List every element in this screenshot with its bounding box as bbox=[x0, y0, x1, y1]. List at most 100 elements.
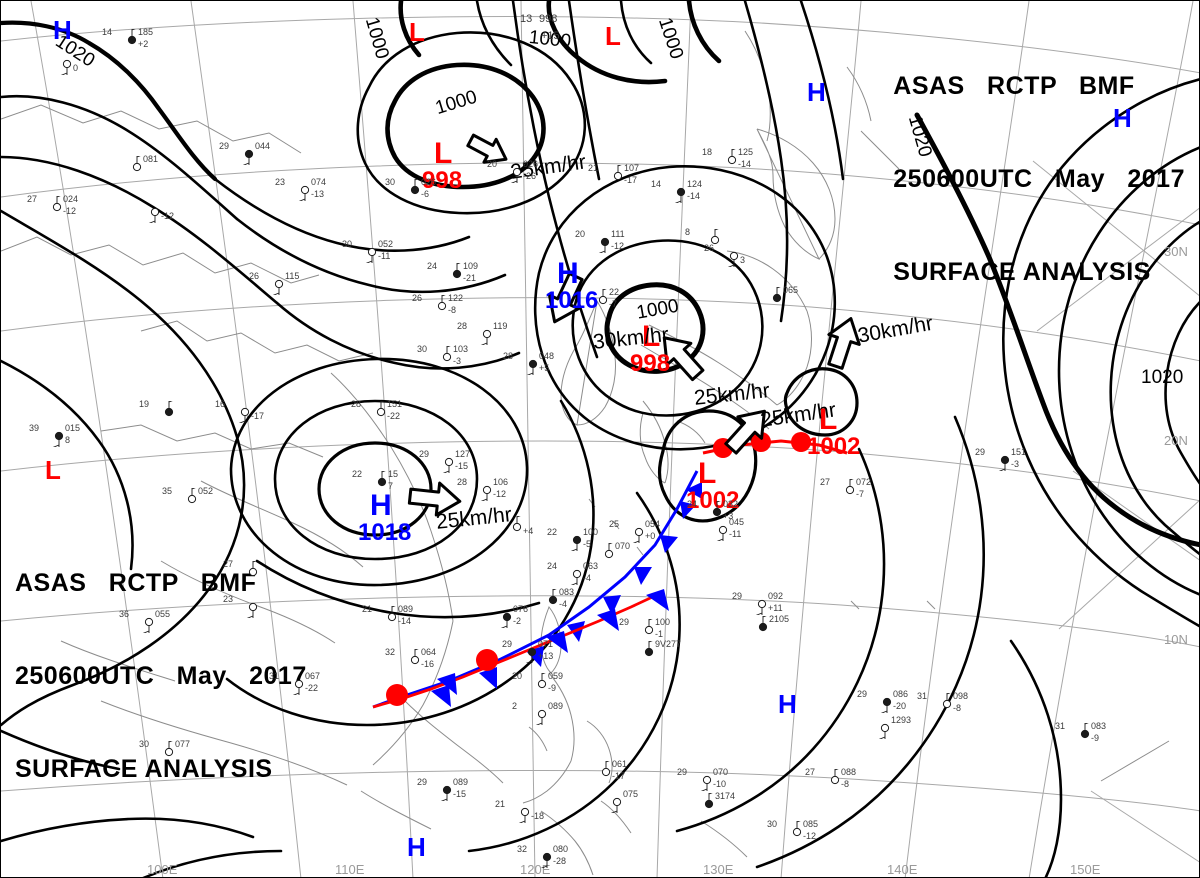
station-pressure: 061 bbox=[612, 759, 628, 769]
station-plot-icon bbox=[272, 279, 284, 295]
station-dewpoint: -8 bbox=[841, 779, 850, 789]
station-plot-icon bbox=[570, 569, 582, 585]
pressure-center-value: 1018 bbox=[358, 519, 412, 546]
station-dewpoint: -1 bbox=[655, 629, 664, 639]
station-plot-icon bbox=[442, 346, 452, 362]
station-plot-icon bbox=[540, 852, 552, 868]
station-temperature: 27 bbox=[27, 194, 38, 204]
station-dewpoint: -14 bbox=[738, 159, 752, 169]
station-plot-icon bbox=[518, 807, 530, 823]
station-temperature: 23 bbox=[223, 594, 234, 604]
station-temperature: 36 bbox=[119, 609, 130, 619]
station-temperature: 22 bbox=[547, 527, 558, 537]
station-pressure: 052 bbox=[378, 239, 394, 249]
pressure-center-h-symbol: H bbox=[807, 77, 826, 107]
station-plot-icon bbox=[164, 401, 174, 417]
station-pressure: 9V277 bbox=[655, 639, 682, 649]
station-plot-icon bbox=[238, 407, 250, 423]
pressure-center-value: 1002 bbox=[807, 433, 861, 460]
graticule-label: 150E bbox=[1070, 862, 1101, 877]
arrow-l1002-low bbox=[724, 409, 766, 455]
station-plot-icon bbox=[298, 185, 310, 201]
station-dewpoint: -15 bbox=[453, 789, 467, 799]
station-dewpoint: -14 bbox=[687, 191, 701, 201]
station-plot-icon bbox=[772, 287, 782, 303]
station-dewpoint: -11 bbox=[378, 251, 391, 261]
station-pressure: 074 bbox=[311, 177, 327, 187]
station-plot-icon bbox=[52, 196, 62, 212]
pressure-center-l-symbol: L bbox=[434, 137, 453, 170]
station-plot-icon bbox=[644, 641, 654, 657]
station-temperature: 28 bbox=[351, 399, 362, 409]
arrow-h1018 bbox=[407, 481, 462, 517]
station-plot-icon bbox=[700, 775, 712, 791]
station-plot-icon bbox=[548, 589, 558, 605]
station-temperature: 31 bbox=[1055, 721, 1066, 731]
station-plot-icon bbox=[845, 479, 855, 495]
station-pressure: 151 bbox=[387, 399, 403, 409]
station-plot-icon bbox=[1080, 723, 1090, 739]
station-pressure: 045 bbox=[729, 517, 745, 527]
graticule-label: 100E bbox=[147, 862, 178, 877]
station-plot-icon bbox=[727, 149, 737, 165]
station-temperature: 30 bbox=[342, 239, 353, 249]
station-pressure: 080 bbox=[553, 844, 569, 854]
station-pressure: 032 bbox=[723, 499, 739, 509]
station-pressure: 044 bbox=[255, 141, 271, 151]
station-dewpoint: -8 bbox=[448, 305, 457, 315]
station-pressure: 098 bbox=[953, 691, 969, 701]
station-dewpoint: -9 bbox=[548, 683, 557, 693]
footer-title-block: ASAS RCTP BMF 250600UTC May 2017 SURFACE… bbox=[15, 506, 307, 847]
station-dewpoint: -4 bbox=[559, 599, 568, 609]
station-plot-icon bbox=[164, 741, 174, 757]
station-dewpoint: -21 bbox=[463, 273, 477, 283]
station-dewpoint: -7 bbox=[856, 489, 865, 499]
station-pressure: 086 bbox=[893, 689, 909, 699]
graticule-label: 20N bbox=[1164, 433, 1188, 448]
station-plot-icon bbox=[601, 761, 611, 777]
station-pressure: 048 bbox=[539, 351, 555, 361]
header-line-3: SURFACE ANALYSIS bbox=[893, 258, 1151, 286]
cold-front bbox=[372, 470, 703, 709]
station-dewpoint: -5 bbox=[583, 539, 592, 549]
station-pressure: 081 bbox=[143, 154, 159, 164]
station-plot-icon bbox=[598, 237, 610, 253]
station-dewpoint: -11 bbox=[729, 529, 742, 539]
station-dewpoint: -12 bbox=[161, 211, 175, 221]
station-dewpoint: -22 bbox=[387, 411, 401, 421]
station-dewpoint: +0 bbox=[645, 531, 656, 541]
station-temperature: 14 bbox=[102, 27, 113, 37]
station-temperature: 22 bbox=[352, 469, 363, 479]
station-dewpoint: -12 bbox=[803, 831, 817, 841]
station-temperature: 27 bbox=[820, 477, 831, 487]
station-pressure: 070 bbox=[615, 541, 631, 551]
station-plot-icon bbox=[712, 501, 722, 517]
station-plot-icon bbox=[674, 187, 686, 203]
station-temperature: 28 bbox=[503, 351, 514, 361]
station-pressure: 059 bbox=[548, 671, 564, 681]
station-dewpoint: -14 bbox=[398, 616, 412, 626]
station-pressure: 065 bbox=[783, 285, 799, 295]
arrow-l998-north bbox=[466, 133, 508, 164]
station-temperature: 26 bbox=[249, 271, 260, 281]
station-plot-icon bbox=[525, 647, 537, 663]
station-temperature: 29 bbox=[857, 689, 868, 699]
station-plot-icon bbox=[792, 821, 802, 837]
station-dewpoint: 7 bbox=[388, 481, 394, 491]
isobar-label: +15 bbox=[541, 30, 560, 42]
station-pressure: 103 bbox=[453, 344, 469, 354]
station-pressure: 070 bbox=[713, 767, 729, 777]
station-temperature: 25 bbox=[609, 519, 620, 529]
pressure-center-value: 998 bbox=[422, 167, 463, 194]
station-pressure: 151 bbox=[1011, 447, 1027, 457]
station-pressure: 054 bbox=[645, 519, 661, 529]
station-pressure: 072 bbox=[856, 477, 872, 487]
arrow-l998 bbox=[662, 336, 705, 382]
station-temperature: 20 bbox=[487, 159, 498, 169]
station-pressure: 085 bbox=[803, 819, 819, 829]
station-plot-icon bbox=[998, 455, 1010, 471]
station-dewpoint: -4 bbox=[583, 573, 592, 583]
